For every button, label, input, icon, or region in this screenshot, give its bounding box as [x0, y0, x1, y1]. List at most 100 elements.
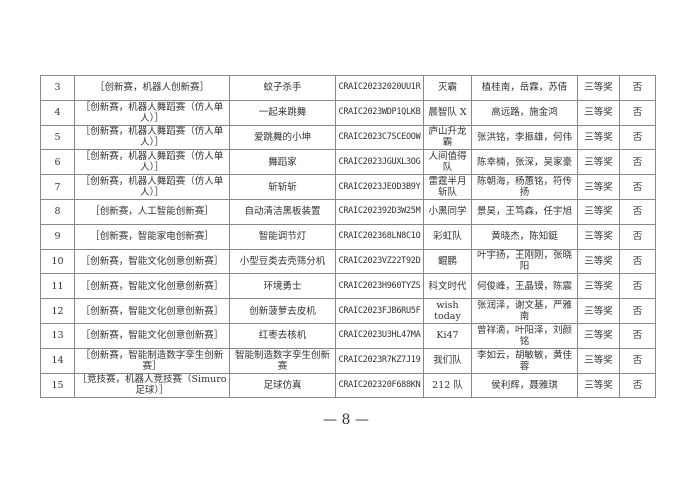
- members-cell: 李如云，胡敏敏，黄佳蓉: [471, 347, 578, 374]
- team-cell: wish today: [423, 298, 472, 324]
- code-cell: CRAIC2023C7SCEOOW: [335, 124, 424, 151]
- category-cell: ［创新赛，机器人舞蹈赛（仿人单人）］: [74, 99, 230, 126]
- category-cell: ［创新赛，机器人舞蹈赛（仿人单人）］: [74, 174, 230, 200]
- table-row: 6 ［创新赛，机器人舞蹈赛（仿人单人）］ 舞蹈家 CRAIC2023JGUXL3OG 人…: [40, 149, 656, 176]
- team-cell: 212 队: [423, 372, 472, 399]
- row-number: 11: [40, 273, 75, 300]
- members-cell: 陈朝海，杨蕙铭，符传扬: [471, 174, 578, 200]
- award-cell: 三等奖: [577, 298, 620, 324]
- members-cell: 张洪铭，李振雄，何伟: [471, 124, 578, 151]
- category-cell: ［创新赛，智能文化创意创新赛］: [74, 273, 230, 300]
- code-cell: CRAIC2023H960TYZS: [335, 273, 424, 300]
- flag-cell: 否: [619, 198, 656, 225]
- award-cell: 三等奖: [577, 223, 620, 250]
- project-cell: 智能制造数字孪生创新赛: [229, 347, 336, 374]
- code-cell: CRAIC202392D3W25M: [335, 198, 424, 225]
- table-row: 14 ［创新赛，智能制造数字孪生创新赛］ 智能制造数字孪生创新赛 CRAIC2023R…: [40, 347, 656, 374]
- row-number: 14: [40, 347, 75, 374]
- team-cell: 晨智队 X: [423, 99, 472, 126]
- table-row: 12 ［创新赛，智能文化创意创新赛］ 创新菠萝去皮机 CRAIC2023FJB6RU5…: [40, 298, 656, 324]
- table-row: 10 ［创新赛，智能文化创意创新赛］ 小型豆类去壳筛分机 CRAIC2023VZ22T…: [40, 248, 656, 275]
- category-cell: ［竞技赛，机器人竞技赛（Simuro 足球）］: [74, 372, 230, 399]
- code-cell: CRAIC2023VZ22T92D: [335, 248, 424, 275]
- team-cell: 鲲鹏: [423, 248, 472, 275]
- award-cell: 三等奖: [577, 75, 620, 101]
- row-number: 3: [40, 75, 75, 101]
- row-number: 7: [40, 174, 75, 200]
- awards-table: 3 ［创新赛，机器人创新赛］ 蚊子杀手 CRAIC20232020UU1R 灭霸 植桂南，…: [40, 75, 656, 399]
- award-cell: 三等奖: [577, 322, 620, 349]
- members-cell: 植桂南，岳霖，苏倩: [471, 75, 578, 101]
- row-number: 12: [40, 298, 75, 324]
- project-cell: 斩斩斩: [229, 174, 336, 200]
- table-row: 4 ［创新赛，机器人舞蹈赛（仿人单人）］ 一起来跳舞 CRAIC2023WDP1QLK…: [40, 99, 656, 126]
- members-cell: 黄晓杰，陈知鋌: [471, 223, 578, 250]
- project-cell: 爱跳舞的小坤: [229, 124, 336, 151]
- flag-cell: 否: [619, 174, 656, 200]
- project-cell: 足球仿真: [229, 372, 336, 399]
- code-cell: CRAIC2023JEOD3B9Y: [335, 174, 424, 200]
- table-row: 7 ［创新赛，机器人舞蹈赛（仿人单人）］ 斩斩斩 CRAIC2023JEOD3B9Y 雷…: [40, 174, 656, 200]
- flag-cell: 否: [619, 347, 656, 374]
- table-row: 13 ［创新赛，智能文化创意创新赛］ 红枣去核机 CRAIC2023U3HL47MA K…: [40, 322, 656, 349]
- award-cell: 三等奖: [577, 198, 620, 225]
- row-number: 8: [40, 198, 75, 225]
- table-row: 9 ［创新赛，智能家电创新赛］ 智能调节灯 CRAIC202368LN8C1O 彩虹队黄…: [40, 223, 656, 250]
- project-cell: 创新菠萝去皮机: [229, 298, 336, 324]
- code-cell: CRAIC2023FJB6RU5F: [335, 298, 424, 324]
- project-cell: 蚊子杀手: [229, 75, 336, 101]
- category-cell: ［创新赛，智能文化创意创新赛］: [74, 322, 230, 349]
- category-cell: ［创新赛，智能文化创意创新赛］: [74, 248, 230, 275]
- code-cell: CRAIC202320F688KN: [335, 372, 424, 399]
- award-cell: 三等奖: [577, 99, 620, 126]
- award-cell: 三等奖: [577, 372, 620, 399]
- flag-cell: 否: [619, 124, 656, 151]
- project-cell: 自动清洁黑板装置: [229, 198, 336, 225]
- members-cell: 高远路，施金鸿: [471, 99, 578, 126]
- row-number: 4: [40, 99, 75, 126]
- members-cell: 陈幸楠，张深，吴家豪: [471, 149, 578, 176]
- row-number: 9: [40, 223, 75, 250]
- team-cell: 庐山升龙霸: [423, 124, 472, 151]
- flag-cell: 否: [619, 149, 656, 176]
- award-cell: 三等奖: [577, 248, 620, 275]
- team-cell: 雷霆半月斩队: [423, 174, 472, 200]
- project-cell: 智能调节灯: [229, 223, 336, 250]
- members-cell: 张润泽，谢文基，严雅南: [471, 298, 578, 324]
- award-cell: 三等奖: [577, 124, 620, 151]
- project-cell: 红枣去核机: [229, 322, 336, 349]
- project-cell: 小型豆类去壳筛分机: [229, 248, 336, 275]
- code-cell: CRAIC202368LN8C1O: [335, 223, 424, 250]
- row-number: 15: [40, 372, 75, 399]
- team-cell: 灭霸: [423, 75, 472, 101]
- table-row: 15 ［竞技赛，机器人竞技赛（Simuro 足球）］ 足球仿真 CRAIC202320…: [40, 372, 656, 399]
- members-cell: 景昊，王笃森，任宇旭: [471, 198, 578, 225]
- award-cell: 三等奖: [577, 347, 620, 374]
- row-number: 5: [40, 124, 75, 151]
- table-row: 5 ［创新赛，机器人舞蹈赛（仿人单人）］ 爱跳舞的小坤 CRAIC2023C7SCEO…: [40, 124, 656, 151]
- flag-cell: 否: [619, 298, 656, 324]
- row-number: 10: [40, 248, 75, 275]
- code-cell: CRAIC20232020UU1R: [335, 75, 424, 101]
- category-cell: ［创新赛，智能家电创新赛］: [74, 223, 230, 250]
- members-cell: 叶宇扬，王刚刚，张晓阳: [471, 248, 578, 275]
- team-cell: 科文时代: [423, 273, 472, 300]
- code-cell: CRAIC2023WDP1QLKB: [335, 99, 424, 126]
- members-cell: 何俊峰，王晶镆，陈震: [471, 273, 578, 300]
- code-cell: CRAIC2023R7KZ7J19: [335, 347, 424, 374]
- project-cell: 舞蹈家: [229, 149, 336, 176]
- row-number: 13: [40, 322, 75, 349]
- project-cell: 一起来跳舞: [229, 99, 336, 126]
- members-cell: 侯利辉，聂雅琪: [471, 372, 578, 399]
- flag-cell: 否: [619, 273, 656, 300]
- members-cell: 曾祥滴，叶阳泽，刘颜铭: [471, 322, 578, 349]
- table-row: 11 ［创新赛，智能文化创意创新赛］ 环境勇士 CRAIC2023H960TYZS 科文…: [40, 273, 656, 300]
- code-cell: CRAIC2023JGUXL3OG: [335, 149, 424, 176]
- flag-cell: 否: [619, 99, 656, 126]
- award-cell: 三等奖: [577, 174, 620, 200]
- category-cell: ［创新赛，机器人舞蹈赛（仿人单人）］: [74, 149, 230, 176]
- team-cell: 小黑同学: [423, 198, 472, 225]
- category-cell: ［创新赛，智能制造数字孪生创新赛］: [74, 347, 230, 374]
- team-cell: 人间值得队: [423, 149, 472, 176]
- flag-cell: 否: [619, 223, 656, 250]
